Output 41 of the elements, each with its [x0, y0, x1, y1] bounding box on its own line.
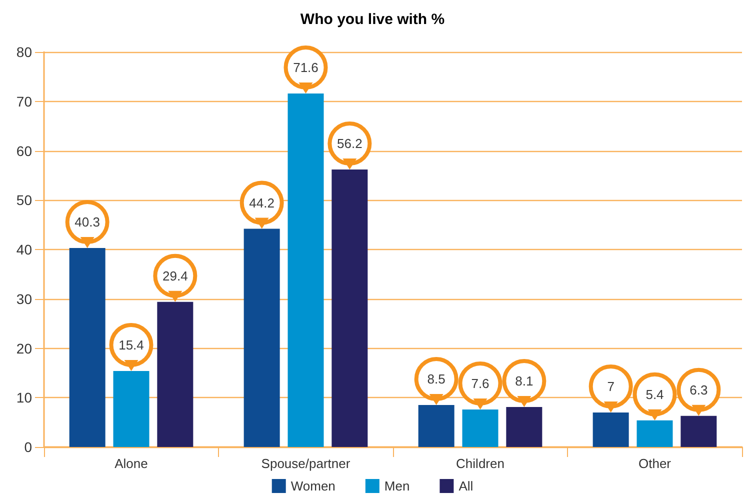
legend-label: Men: [384, 478, 410, 494]
data-label: 7.6: [471, 376, 490, 391]
bar: [680, 416, 717, 447]
legend-label: Women: [290, 478, 336, 494]
data-label: 6.3: [690, 382, 708, 398]
y-tick-label: 20: [16, 340, 32, 356]
y-tick-label: 80: [16, 44, 32, 60]
bar: [506, 407, 542, 447]
bar: [157, 302, 194, 447]
y-tick-label: 50: [16, 192, 32, 208]
x-tick-label: Other: [638, 456, 672, 471]
legend-label: All: [458, 478, 474, 494]
bar: [636, 420, 673, 447]
bar: [244, 228, 280, 447]
y-tick-label: 40: [16, 242, 32, 258]
bar: [418, 405, 454, 447]
data-label: 44.2: [249, 195, 274, 210]
y-tick-label: 0: [24, 439, 32, 455]
data-label: 29.4: [162, 268, 188, 284]
y-tick-label: 30: [16, 290, 32, 307]
y-tick-label: 60: [16, 142, 32, 159]
x-tick-label: Spouse/partner: [261, 456, 351, 471]
bar: [113, 370, 150, 447]
x-tick-label: Alone: [114, 456, 148, 471]
bar: [462, 409, 498, 447]
x-tick-label: Children: [456, 456, 504, 471]
bar: [69, 248, 106, 447]
y-tick-label: 10: [16, 390, 32, 406]
data-label: 5.4: [646, 386, 664, 402]
bar: [288, 93, 324, 447]
data-label: 56.2: [337, 136, 362, 152]
data-label: 71.6: [293, 60, 318, 75]
bar: [592, 412, 629, 447]
data-label: 8.5: [427, 372, 446, 387]
bar: [332, 170, 368, 447]
data-label: 15.4: [118, 337, 144, 352]
data-label: 40.3: [74, 214, 100, 230]
chart-title: Who you live with %: [300, 11, 445, 28]
data-label: 7: [607, 378, 614, 394]
y-tick-label: 70: [16, 93, 32, 110]
data-label: 8.1: [515, 374, 534, 389]
